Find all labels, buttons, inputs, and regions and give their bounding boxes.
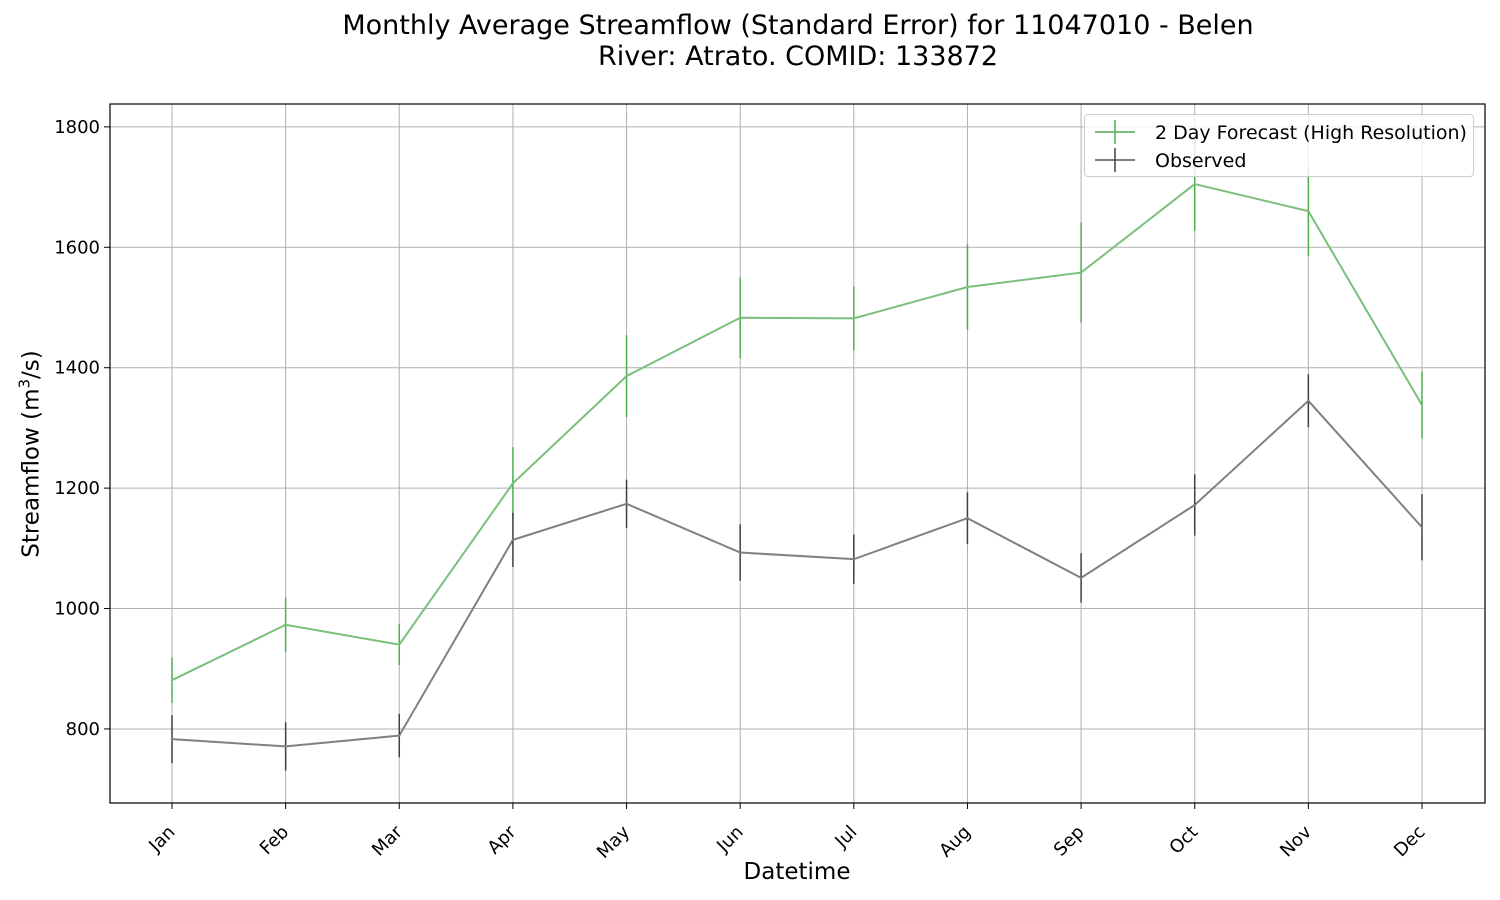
legend-item-observed: Observed [1093,148,1473,172]
y-tick-label-1200: 1200 [54,478,100,499]
series-line-forecast [171,182,1423,682]
data-point-forecast-dec [1420,403,1424,407]
data-point-forecast-aug [966,285,969,289]
data-point-observed-apr [511,538,515,542]
data-point-observed-jun [738,551,742,554]
x-tick-label-sep: Sep [1050,822,1089,861]
data-point-observed-sep [1079,576,1083,580]
legend-swatch-observed [1095,148,1135,172]
data-point-observed-jan [170,737,174,741]
x-tick-label-mar: Mar [368,821,407,860]
y-axis-title: Streamflow (m3/s) [16,350,45,558]
data-point-forecast-jun [738,316,742,319]
data-point-observed-mar [398,734,401,737]
chart-title-line-2: River: Atrato. COMID: 133872 [597,41,999,72]
legend-swatch-forecast [1095,120,1135,144]
x-tick-label-jun: Jun [712,822,747,857]
y-tick-label-1800: 1800 [54,117,100,138]
y-axis-title-superscript: 3 [15,378,34,389]
x-axis-title: Datetime [743,859,851,885]
x-tick-label-jul: Jul [830,822,861,853]
legend-label-observed: Observed [1155,150,1247,172]
data-point-observed-dec [1420,526,1424,529]
y-axis-title-end: /s) [18,350,45,379]
x-tick-label-dec: Dec [1390,822,1429,861]
x-tick-label-nov: Nov [1276,821,1316,861]
y-tick-label-1600: 1600 [54,237,100,258]
legend-label-forecast: 2 Day Forecast (High Resolution) [1155,122,1467,144]
data-point-forecast-jul [852,317,856,320]
legend-item-forecast: 2 Day Forecast (High Resolution) [1093,120,1473,144]
x-tick-label-jan: Jan [144,822,179,857]
y-tick-label-800: 800 [66,719,100,740]
chart-title-line-1: Monthly Average Streamflow (Standard Err… [342,10,1254,41]
data-point-forecast-feb [284,623,287,626]
data-point-forecast-nov [1307,209,1310,213]
data-point-forecast-apr [511,482,515,485]
data-point-forecast-mar [398,643,401,646]
y-tick-label-1000: 1000 [54,599,100,620]
x-tick-label-apr: Apr [484,821,521,858]
y-axis-title-main: Streamflow (m [18,388,45,558]
legend: 2 Day Forecast (High Resolution) Observe… [1084,114,1474,177]
data-point-observed-feb [284,745,287,748]
data-point-forecast-jan [170,678,174,682]
x-tick-label-oct: Oct [1165,822,1202,859]
data-point-forecast-may [625,374,628,378]
data-point-forecast-oct [1193,182,1196,186]
chart-title: Monthly Average Streamflow (Standard Err… [0,10,1500,72]
x-tick-label-aug: Aug [935,822,975,862]
x-tick-label-may: May [593,821,634,862]
series-line-observed [171,399,1423,748]
data-point-observed-oct [1193,503,1196,507]
data-point-observed-aug [966,517,969,520]
x-tick-label-feb: Feb [256,822,293,859]
data-point-forecast-sep [1079,271,1083,274]
y-tick-label-1400: 1400 [54,358,100,379]
plot-frame [109,103,1486,804]
data-point-observed-nov [1307,399,1310,403]
data-point-observed-jul [852,557,856,561]
data-point-observed-may [625,502,628,505]
